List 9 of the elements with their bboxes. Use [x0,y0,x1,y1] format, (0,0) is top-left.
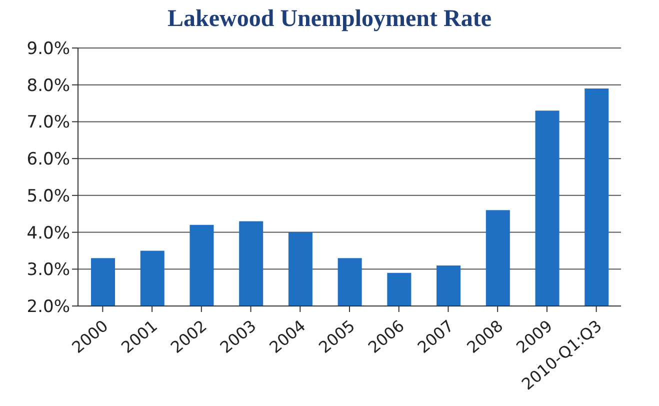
y-tick-label: 5.0% [26,186,70,206]
y-tick-label: 3.0% [26,260,70,280]
y-tick-label: 9.0% [26,39,70,60]
y-tick-label: 7.0% [26,112,70,133]
chart-title: Lakewood Unemployment Rate [166,5,492,34]
y-tick-label: 6.0% [26,150,70,170]
y-tick-label: 2.0% [26,297,70,318]
y-tick-label: 8.0% [26,76,70,96]
y-tick-label: 4.0% [26,223,70,244]
